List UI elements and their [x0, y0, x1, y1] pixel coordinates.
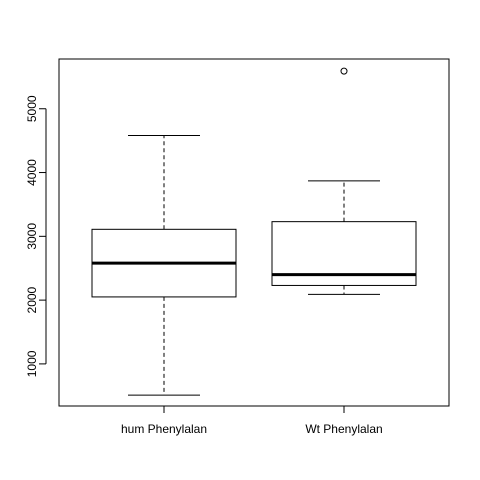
x-tick-label: Wt Phenylalan — [305, 422, 382, 436]
boxes — [91, 67, 417, 396]
outlier-point — [340, 67, 348, 75]
y-axis: 1000 2000 3000 4000 5000 — [25, 95, 47, 377]
y-tick-label: 2000 — [25, 286, 39, 313]
x-tick-label: hum Phenylalan — [121, 422, 207, 436]
y-tick-label: 5000 — [25, 95, 39, 122]
x-axis: hum Phenylalan Wt Phenylalan — [121, 405, 383, 436]
y-tick-label: 1000 — [25, 350, 39, 377]
y-tick-label: 3000 — [25, 223, 39, 250]
box-2 — [271, 67, 417, 295]
y-tick-label: 4000 — [25, 159, 39, 186]
box-1 — [91, 135, 237, 396]
